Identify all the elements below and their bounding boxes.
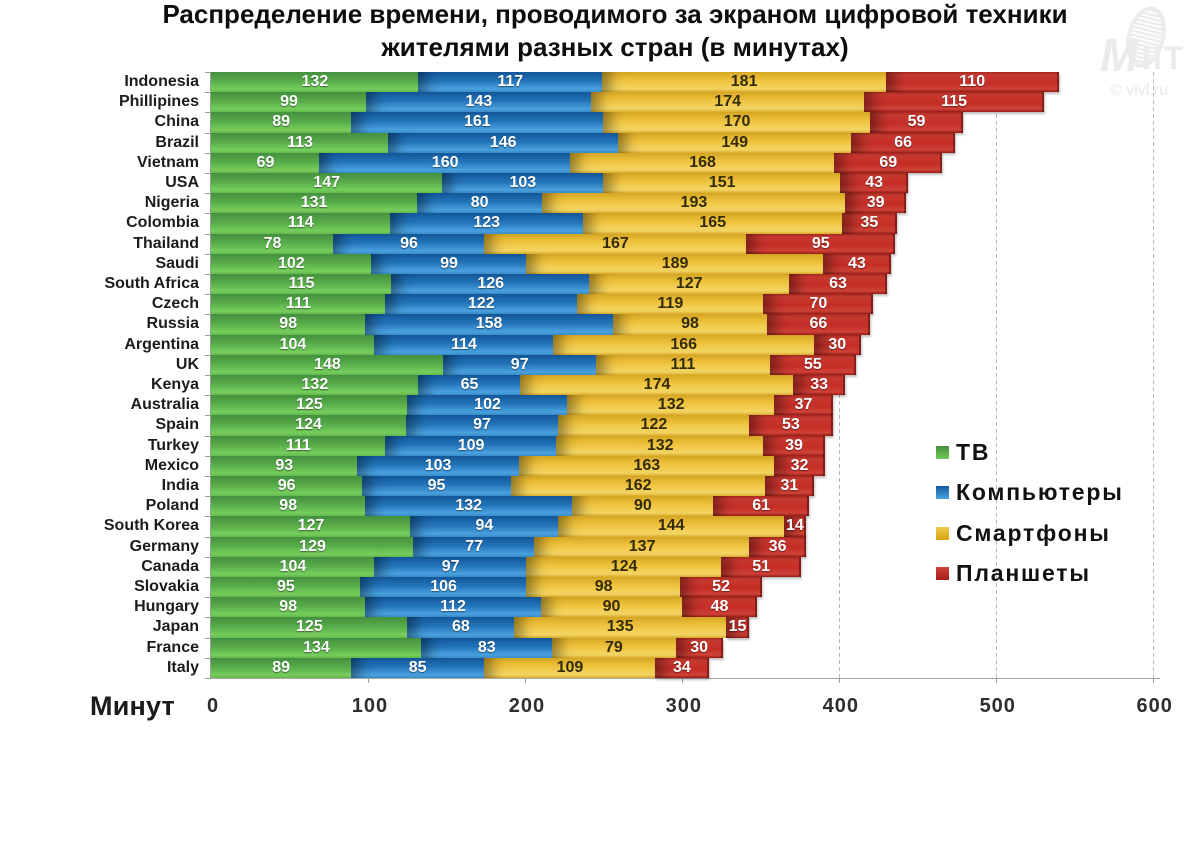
svg-text:IIT: IIT [1142,40,1185,76]
svg-text:© vivl.ru: © vivl.ru [1110,82,1168,99]
svg-text:M: M [1100,29,1140,81]
